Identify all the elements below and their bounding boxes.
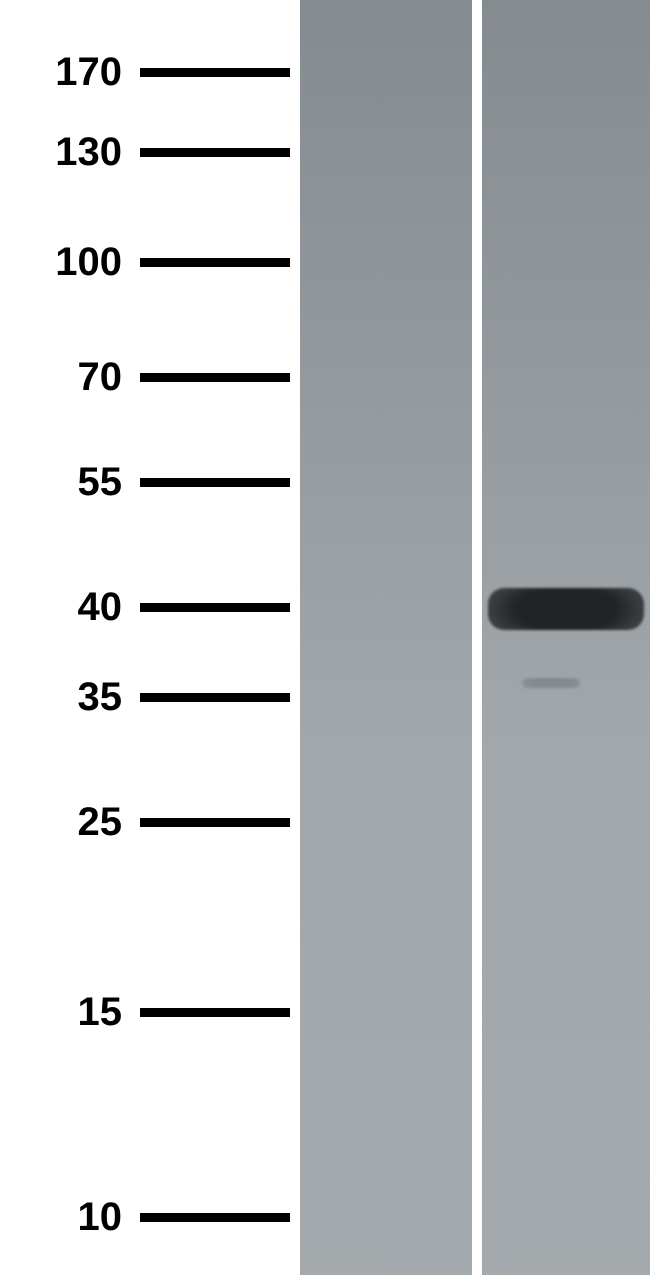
ladder-marker-25: 25	[0, 802, 300, 842]
ladder-tick-55	[140, 478, 290, 487]
ladder-label-15: 15	[0, 992, 140, 1032]
ladder: 170 130 100 70 55 40 35 25 15 10	[0, 0, 300, 1275]
ladder-tick-40	[140, 603, 290, 612]
ladder-tick-130	[140, 148, 290, 157]
ladder-marker-40: 40	[0, 587, 300, 627]
ladder-tick-70	[140, 373, 290, 382]
ladder-marker-130: 130	[0, 132, 300, 172]
ladder-tick-25	[140, 818, 290, 827]
ladder-label-100: 100	[0, 242, 140, 282]
ladder-label-130: 130	[0, 132, 140, 172]
ladder-marker-100: 100	[0, 242, 300, 282]
blot-membrane	[300, 0, 650, 1275]
ladder-tick-170	[140, 68, 290, 77]
ladder-tick-10	[140, 1213, 290, 1222]
ladder-label-55: 55	[0, 462, 140, 502]
ladder-label-10: 10	[0, 1197, 140, 1237]
ladder-marker-10: 10	[0, 1197, 300, 1237]
lane-2-sample	[482, 0, 650, 1275]
lane-1-control	[300, 0, 472, 1275]
ladder-label-25: 25	[0, 802, 140, 842]
ladder-marker-35: 35	[0, 677, 300, 717]
ladder-marker-70: 70	[0, 357, 300, 397]
ladder-label-40: 40	[0, 587, 140, 627]
ladder-tick-15	[140, 1008, 290, 1017]
ladder-label-170: 170	[0, 52, 140, 92]
ladder-tick-35	[140, 693, 290, 702]
ladder-marker-170: 170	[0, 52, 300, 92]
lane-divider	[472, 0, 482, 1275]
ladder-marker-15: 15	[0, 992, 300, 1032]
ladder-tick-100	[140, 258, 290, 267]
ladder-label-70: 70	[0, 357, 140, 397]
ladder-marker-55: 55	[0, 462, 300, 502]
ladder-label-35: 35	[0, 677, 140, 717]
